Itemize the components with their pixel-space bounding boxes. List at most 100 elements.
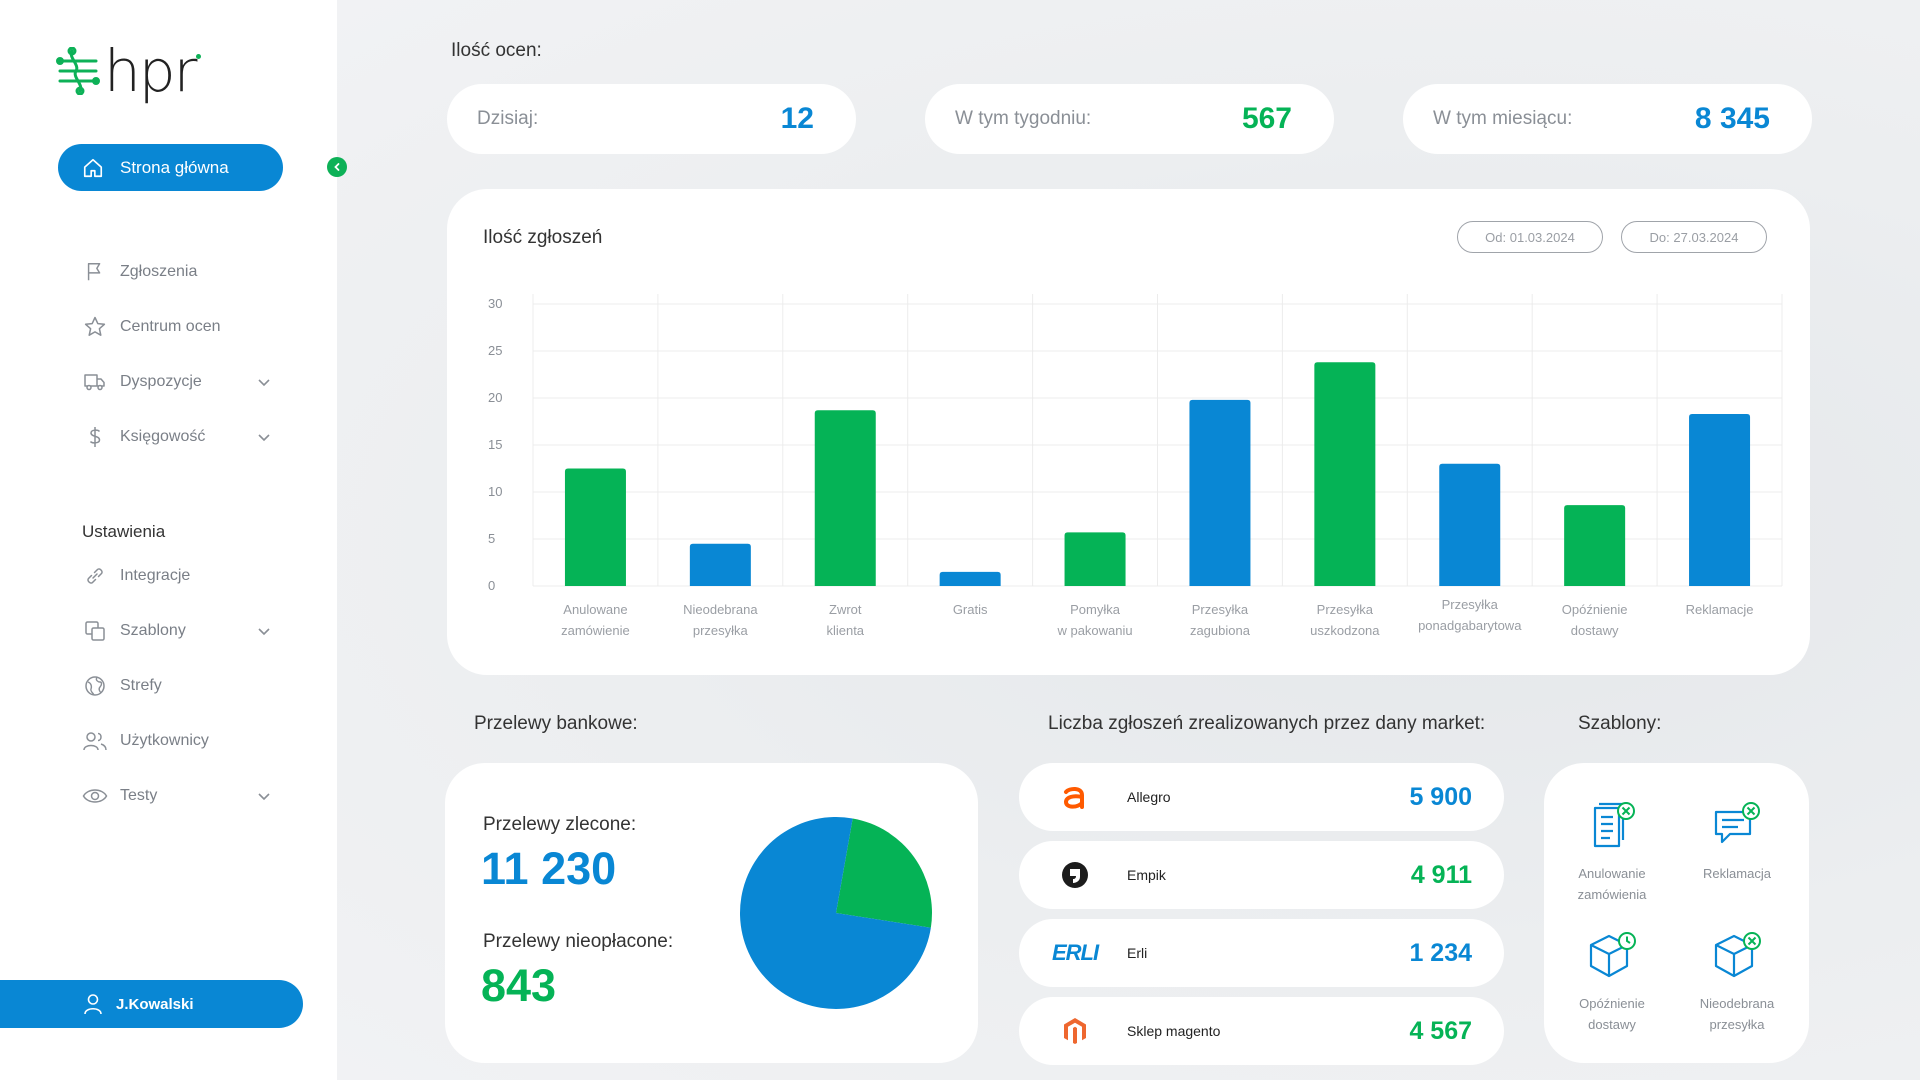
stat-card-week: W tym tygodniu: 567 — [925, 84, 1334, 154]
chevron-left-icon — [334, 163, 340, 171]
template-label: Opóźnienie dostawy — [1579, 996, 1645, 1032]
x-tick-label: klienta — [826, 623, 864, 638]
transfers-ordered-value: 11 230 — [481, 843, 617, 894]
templates-title: Szablony: — [1578, 713, 1662, 734]
sidebar-item-zgloszenia[interactable]: Zgłoszenia — [82, 257, 272, 287]
sidebar-item-label: Księgowość — [120, 428, 206, 445]
market-row-empik[interactable]: Empik 4 911 — [1019, 841, 1504, 909]
x-tick-label: Zwrot — [829, 602, 862, 617]
box-cancel-icon — [1714, 932, 1761, 978]
transfers-unpaid-label: Przelewy nieopłacone: — [483, 931, 674, 952]
dollar-icon — [82, 424, 108, 450]
sidebar-item-label: Centrum ocen — [120, 318, 221, 335]
x-tick-label: Reklamacje — [1686, 602, 1754, 617]
y-tick-label: 15 — [488, 437, 502, 452]
sidebar-item-strefy[interactable]: Strefy — [82, 671, 272, 701]
y-tick-label: 20 — [488, 390, 502, 405]
market-row-magento[interactable]: Sklep magento 4 567 — [1019, 997, 1504, 1065]
date-to-filter[interactable]: Do: 27.03.2024 — [1621, 221, 1767, 253]
chat-cancel-icon — [1714, 802, 1760, 844]
sidebar-item-ksiegowosc[interactable]: Księgowość — [82, 422, 272, 452]
globe-icon — [82, 673, 108, 699]
chevron-down-icon[interactable] — [256, 623, 272, 639]
x-tick-label: zamówienie — [561, 623, 630, 638]
market-value: 1 234 — [1409, 938, 1472, 967]
bar-chart: 0 5 10 15 20 25 30 Anulowane zamówienie Nieodebra… — [488, 294, 1783, 638]
transfers-title: Przelewy bankowe: — [474, 713, 638, 734]
stat-value: 12 — [780, 102, 814, 135]
stat-value: 8 345 — [1694, 102, 1770, 135]
bar — [1314, 362, 1376, 586]
nav-home-label: Strona główna — [120, 157, 229, 177]
chart-title: Ilość zgłoszeń — [483, 227, 603, 248]
sidebar-item-uzytkownicy[interactable]: Użytkownicy — [82, 726, 272, 756]
y-tick-label: 10 — [488, 484, 502, 499]
brand-dot — [196, 53, 202, 59]
bar — [1564, 505, 1626, 586]
link-icon — [82, 563, 108, 589]
sidebar-item-label: Użytkownicy — [120, 732, 209, 749]
allegro-logo — [1057, 779, 1093, 815]
sidebar-item-dyspozycje[interactable]: Dyspozycje — [82, 367, 272, 397]
template-opoznienie[interactable]: Opóźnienie dostawy — [1552, 930, 1672, 1035]
sidebar-item-label: Dyspozycje — [120, 373, 202, 390]
market-value: 5 900 — [1409, 782, 1472, 811]
x-tick-label: przesyłka — [693, 623, 749, 638]
template-reklamacja[interactable]: Reklamacja — [1677, 800, 1797, 884]
y-tick-label: 30 — [488, 296, 502, 311]
bar — [689, 543, 751, 586]
template-nieodebrana[interactable]: Nieodebrana przesyłka — [1677, 930, 1797, 1035]
nav-home-button[interactable]: Strona główna — [58, 144, 283, 191]
market-value: 4 911 — [1410, 860, 1472, 889]
chevron-down-icon[interactable] — [256, 788, 272, 804]
transfers-ordered-label: Przelewy zlecone: — [483, 814, 637, 835]
box-clock-icon — [1589, 932, 1636, 978]
chevron-down-icon[interactable] — [256, 429, 272, 445]
sidebar-item-centrum-ocen[interactable]: Centrum ocen — [82, 312, 272, 342]
x-tick-label: Przesyłka — [1317, 602, 1374, 617]
truck-icon — [82, 369, 108, 395]
market-name: Allegro — [1127, 789, 1171, 805]
market-value: 4 567 — [1409, 1016, 1472, 1045]
x-tick-label: zagubiona — [1190, 623, 1251, 638]
x-tick-label: ponadgabarytowa — [1418, 618, 1522, 633]
x-tick-label: Przesyłka — [1442, 597, 1499, 612]
bar — [1189, 399, 1251, 586]
market-row-allegro[interactable]: Allegro 5 900 — [1019, 763, 1504, 831]
x-tick-label: w pakowaniu — [1056, 623, 1132, 638]
template-label: Nieodebrana przesyłka — [1699, 996, 1775, 1032]
user-account-button[interactable]: J.Kowalski — [0, 980, 303, 1028]
sidebar-item-integracje[interactable]: Integracje — [82, 561, 272, 591]
x-tick-label: Nieodebrana — [683, 602, 758, 617]
bar — [814, 410, 876, 586]
flag-icon — [82, 259, 108, 285]
x-tick-label: Gratis — [953, 602, 988, 617]
chevron-down-icon[interactable] — [256, 374, 272, 390]
sidebar: hpr Strona główna Zgłoszenia Centrum oce… — [0, 0, 337, 1080]
date-from-filter[interactable]: Od: 01.03.2024 — [1457, 221, 1603, 253]
document-cancel-icon — [1593, 802, 1635, 848]
sidebar-item-szablony[interactable]: Szablony — [82, 616, 272, 646]
bar — [1689, 413, 1751, 586]
x-tick-label: Opóźnienie — [1562, 602, 1628, 617]
x-tick-label: Anulowane — [563, 602, 627, 617]
x-tick-label: Przesyłka — [1192, 602, 1249, 617]
sidebar-item-testy[interactable]: Testy — [82, 781, 272, 811]
users-icon — [82, 728, 108, 754]
eye-icon — [82, 783, 108, 809]
x-tick-label: uszkodzona — [1310, 623, 1380, 638]
market-row-erli[interactable]: ERLI Erli 1 234 — [1019, 919, 1504, 987]
user-name: J.Kowalski — [116, 995, 194, 1013]
home-icon — [83, 158, 103, 177]
hpr-logo[interactable]: hpr — [56, 37, 202, 105]
brand-name: hpr — [104, 37, 197, 105]
sidebar-collapse-button[interactable] — [327, 157, 347, 177]
sidebar-item-label: Testy — [120, 787, 158, 804]
pie-slice — [836, 818, 932, 928]
template-anulowanie[interactable]: Anulowanie zamówienia — [1552, 800, 1672, 905]
circuit-logo-icon — [56, 47, 100, 95]
template-label: Reklamacja — [1703, 866, 1771, 881]
stat-label: W tym miesiącu: — [1433, 108, 1573, 129]
sidebar-item-label: Integracje — [120, 567, 191, 584]
y-tick-label: 25 — [488, 343, 502, 358]
